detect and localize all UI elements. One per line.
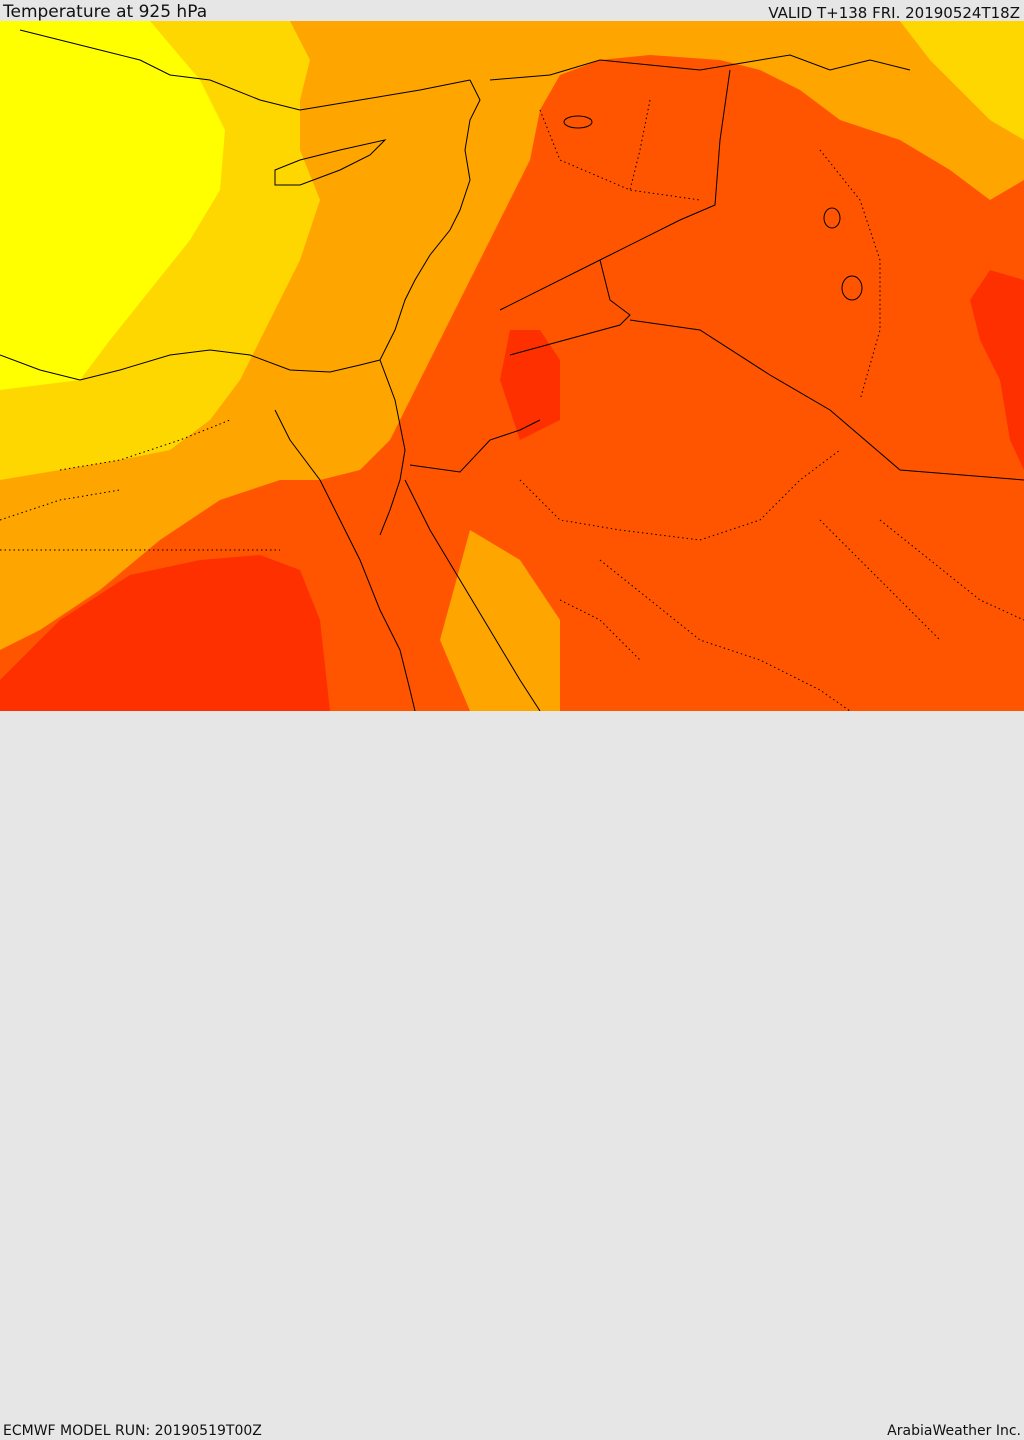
temperature-map: [0, 21, 1024, 711]
credit: ArabiaWeather Inc.: [887, 1423, 1021, 1439]
country-borders: [409, 54, 1024, 481]
valid-time: VALID T+138 FRI. 20190524T18Z: [768, 4, 1020, 22]
temperature-band-orange-south: [440, 530, 560, 711]
temperature-band-gold-east: [900, 21, 1024, 140]
top-info-bar: Temperature at 925 hPa VALID T+138 FRI. …: [0, 0, 1024, 22]
coastlines: [0, 29, 541, 711]
temperature-band-yellow: [0, 21, 225, 390]
model-run: ECMWF MODEL RUN: 20190519T00Z: [3, 1423, 262, 1439]
bottom-info-bar: ECMWF MODEL RUN: 20190519T00Z ArabiaWeat…: [0, 711, 1024, 1439]
temperature-band-red-east: [970, 270, 1024, 470]
temperature-band-red-jordan: [500, 330, 560, 440]
lakes: [563, 115, 863, 301]
map-title: Temperature at 925 hPa: [3, 2, 208, 22]
province-lines: [0, 99, 1024, 711]
temperature-band-red: [0, 555, 330, 711]
